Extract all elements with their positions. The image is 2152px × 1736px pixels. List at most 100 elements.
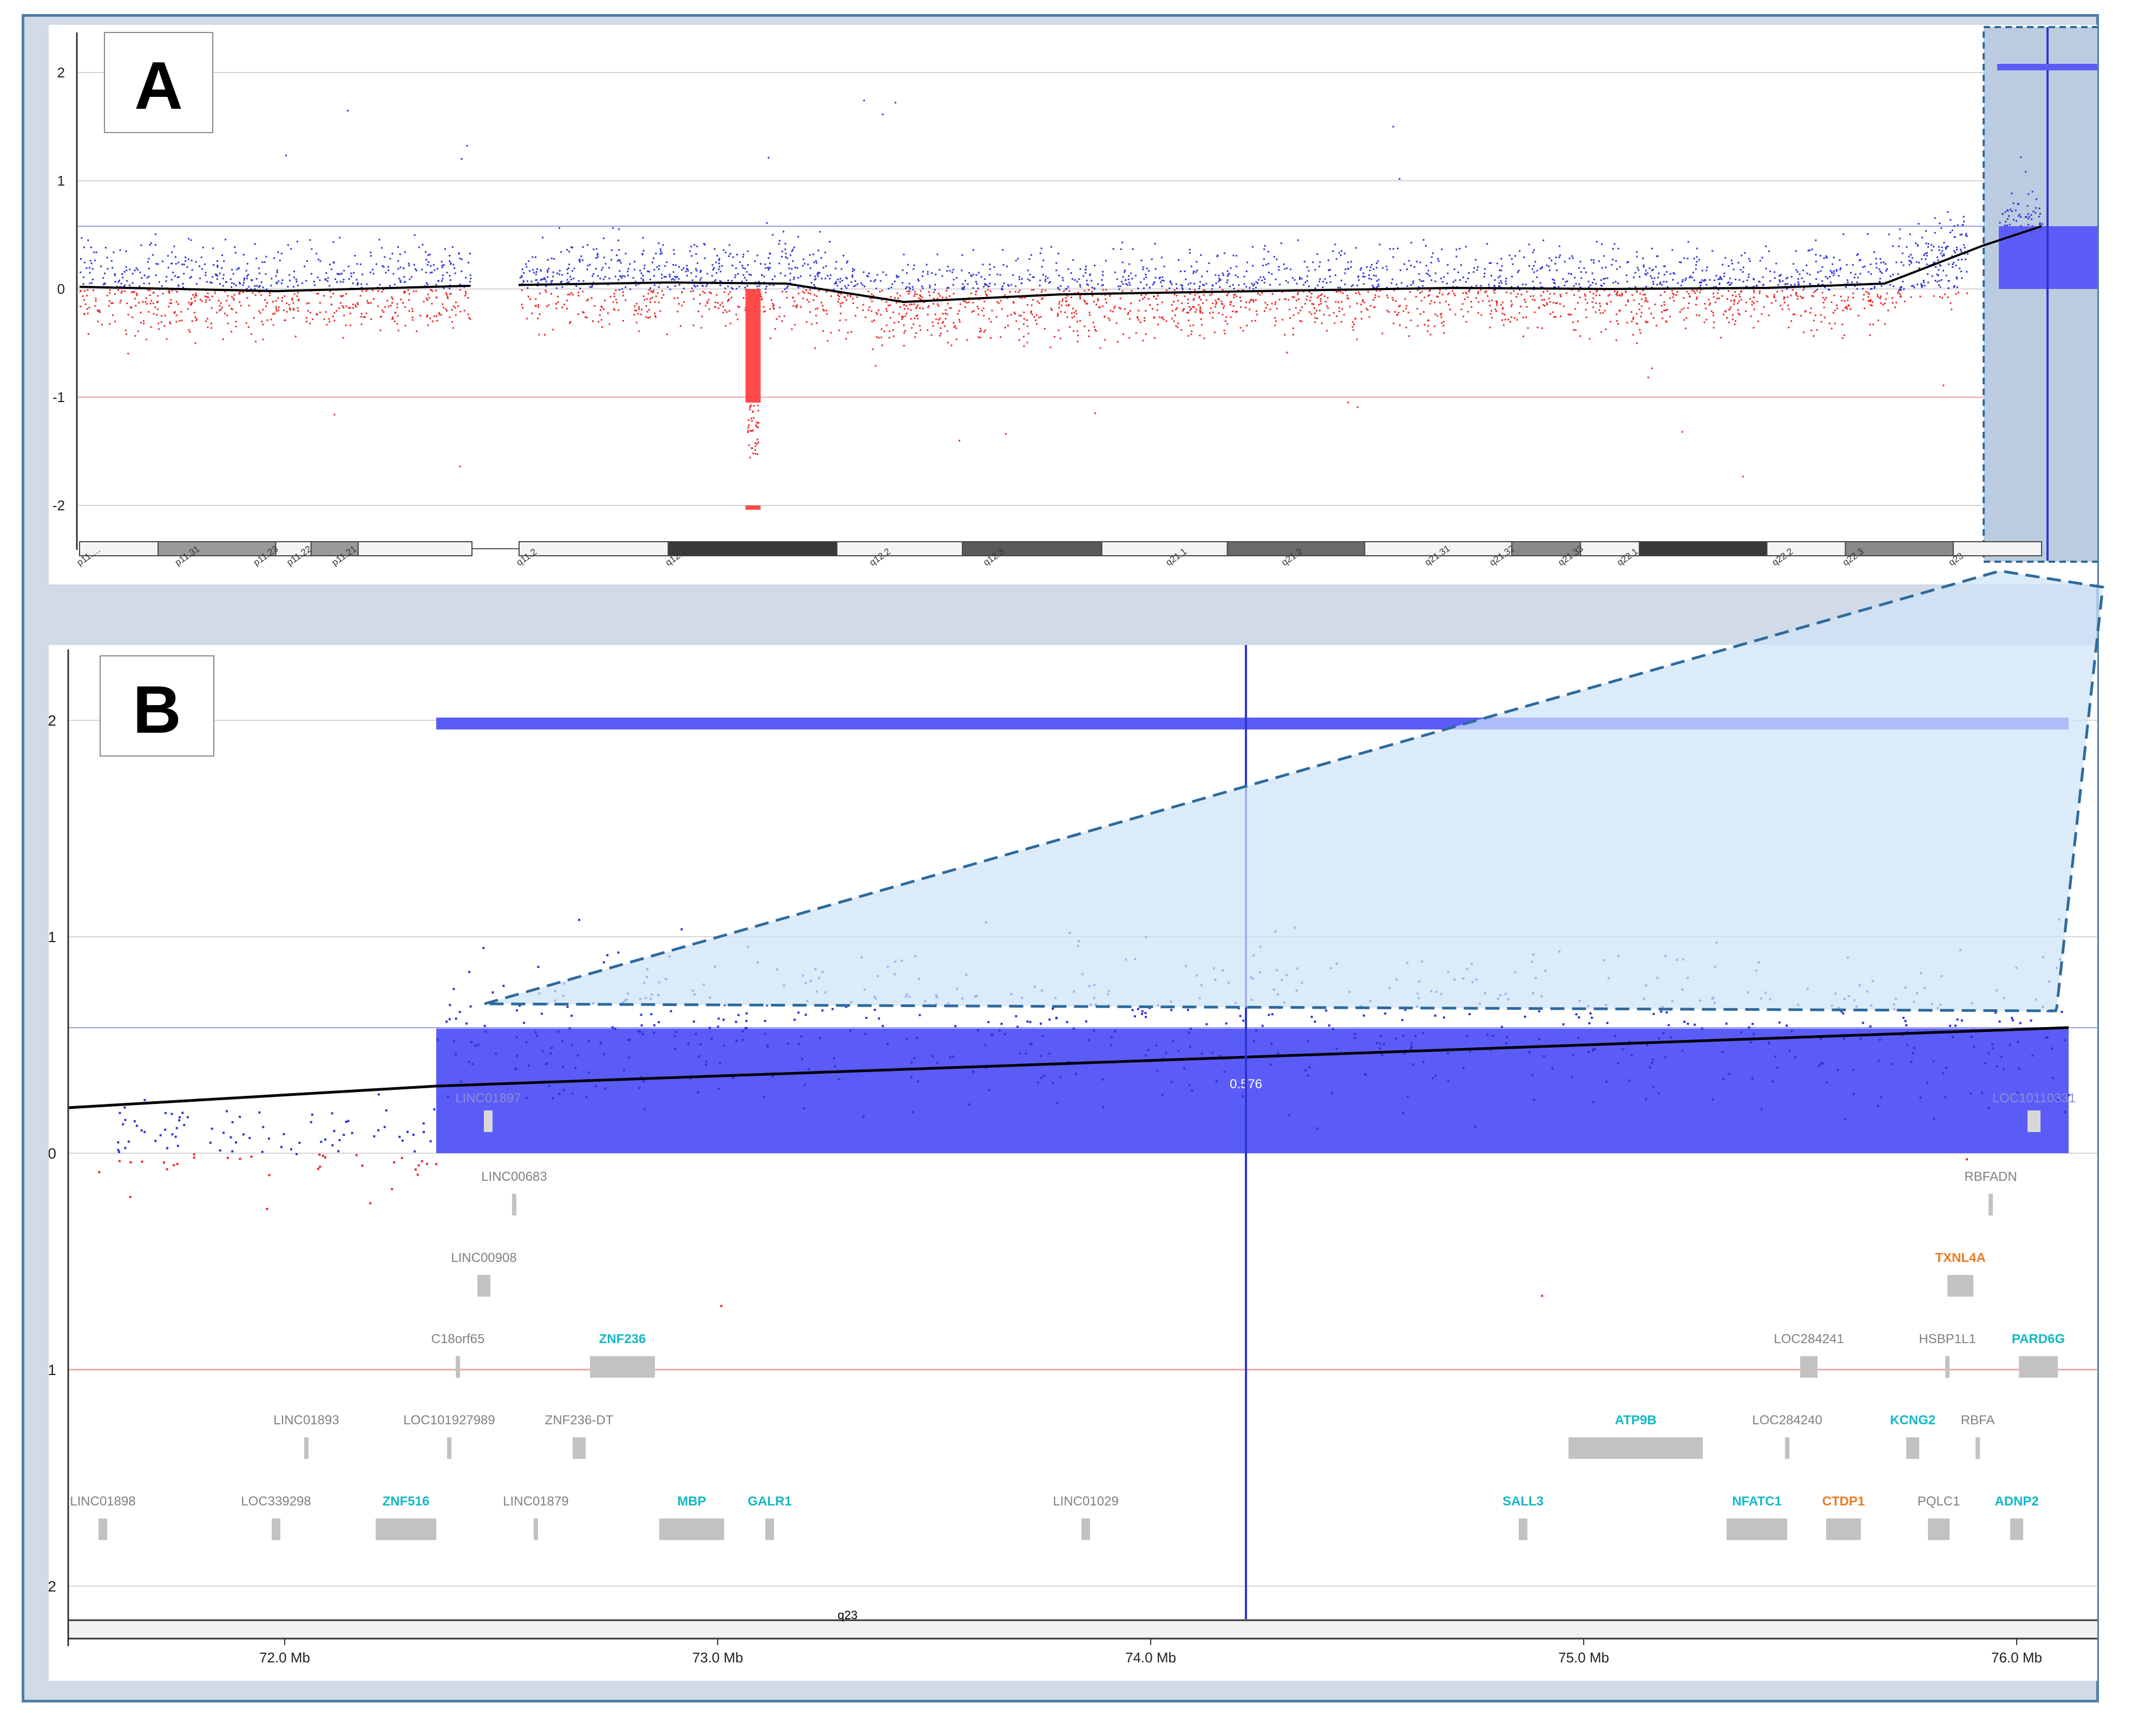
panel-a-point [1692,272,1694,274]
panel-a-point [1951,308,1953,311]
panel-a-point [546,280,548,282]
panel-a-point [1271,273,1273,275]
panel-a-point [296,280,298,282]
panel-a-point [1578,267,1580,269]
panel-a-point [556,287,558,290]
panel-a-point [880,337,882,339]
panel-a-point [658,268,660,270]
panel-b-point [1043,1074,1046,1077]
panel-b-gene-label: LINC00908 [451,1251,516,1265]
panel-a-point [1559,303,1561,305]
panel-a-point [2007,210,2009,212]
panel-a-point [1738,300,1740,303]
panel-a-point [1396,314,1399,316]
panel-a-point [1924,253,1926,255]
panel-b-gain-segment [436,1028,2069,1153]
panel-a-point [911,304,913,306]
panel-a-y-tick-label: -2 [53,497,65,514]
panel-a-point [357,282,359,284]
panel-b-point [1255,1029,1258,1032]
panel-a-point [1047,277,1049,279]
panel-b-point [1956,1018,1959,1021]
panel-a-point [809,254,811,256]
panel-a-point [1121,261,1124,264]
panel-a-point [279,259,281,261]
panel-a-point [139,271,141,273]
panel-a-point [1732,314,1734,316]
panel-a-point [1788,326,1790,328]
panel-a-point [843,296,845,298]
panel-b-point [1870,1004,1873,1007]
panel-b-point [1913,1001,1915,1003]
panel-a-point [1868,300,1870,303]
panel-a-point [817,307,819,310]
panel-a-point [247,274,250,276]
panel-b-point [798,1043,801,1045]
panel-b-point [624,999,627,1002]
panel-b-gene-box [447,1437,451,1459]
panel-b-y-tick-label: 2 [49,712,56,729]
panel-b-point [1052,1082,1054,1084]
panel-a-point [1678,261,1681,264]
panel-a-point [903,324,905,326]
panel-a-point [1913,286,1915,288]
panel-a-point [1951,229,1953,232]
panel-b-gene-label: LINC00683 [481,1169,547,1184]
panel-a-point [1706,266,1708,268]
panel-a-point [1072,307,1074,310]
panel-a-point [1846,308,1848,310]
panel-a-point [693,298,695,300]
panel-b-point [118,1160,121,1162]
panel-b-point [1774,1055,1777,1058]
panel-b-point [1148,1007,1151,1009]
panel-a-point [1139,321,1141,324]
panel-a-point [706,273,708,275]
panel-a-point [805,289,808,291]
panel-b-point [1902,1016,1905,1019]
panel-a-point [1898,288,1900,291]
panel-a-point [1617,323,1619,325]
panel-a-point [1652,268,1654,271]
panel-a-point [1050,246,1052,248]
panel-a-point [1918,223,1920,225]
panel-b-point [1591,1016,1593,1019]
panel-a-point [407,289,409,291]
panel-b-point [1757,961,1760,964]
panel-a-point [205,301,207,303]
panel-a-point [1787,304,1789,306]
panel-a-point [323,295,325,297]
panel-b-point [1379,1047,1381,1050]
panel-a-point [1001,285,1003,287]
panel-a-point [1877,296,1879,298]
panel-a-point [1541,327,1543,329]
panel-a-point [1066,295,1068,297]
panel-b-point [621,1001,624,1004]
panel-a-point [1526,306,1528,308]
panel-a-point [169,302,171,304]
panel-a-point [817,273,819,275]
panel-b-point [1847,956,1849,959]
panel-b-point [1755,969,1758,972]
panel-a-point [1485,291,1487,293]
panel-a-point [1013,301,1015,304]
panel-a-point [1940,252,1942,254]
panel-a-point [928,291,930,293]
panel-a-point [1695,268,1697,270]
panel-a-point [1145,293,1147,295]
panel-a-point [1429,333,1432,336]
panel-a-point [718,266,720,268]
panel-a-point [706,301,708,303]
panel-a-point [585,316,587,318]
panel-b-point [401,1156,403,1159]
panel-a-point [210,323,212,325]
panel-a-point [1795,269,1797,271]
panel-a-point [1030,312,1032,314]
panel-a-point [674,285,677,287]
panel-a-point [276,271,278,273]
panel-a-point [1086,283,1088,285]
panel-a-point [669,288,671,291]
panel-a-point [316,292,318,294]
panel-a-point [817,272,819,274]
panel-b-point [1652,1012,1655,1015]
panel-a-point [814,347,816,349]
